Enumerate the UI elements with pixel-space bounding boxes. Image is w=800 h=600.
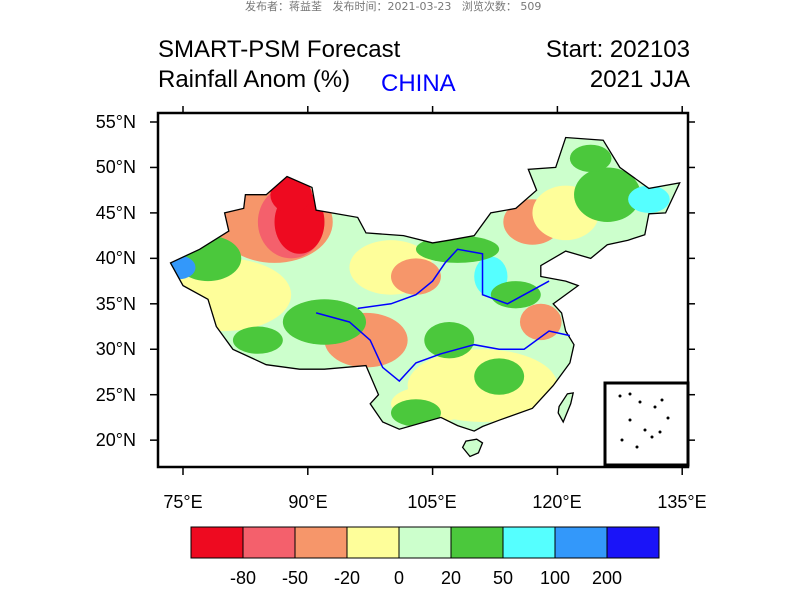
colorbar-box bbox=[294, 526, 348, 559]
china-border bbox=[169, 136, 681, 458]
colorbar-label: -20 bbox=[334, 568, 360, 588]
colorbar-label: 20 bbox=[441, 568, 461, 588]
island-dot bbox=[658, 430, 662, 434]
lon-tick-label: 90°E bbox=[288, 492, 327, 512]
river bbox=[315, 312, 571, 383]
island-dot bbox=[638, 400, 642, 404]
anomaly-region bbox=[424, 321, 475, 359]
anomaly-region bbox=[391, 258, 441, 295]
anomaly-region bbox=[628, 185, 670, 213]
anomaly-region bbox=[574, 167, 641, 222]
axis-ticks bbox=[150, 106, 695, 475]
inset-islands bbox=[618, 392, 670, 449]
colorbar-box bbox=[606, 526, 660, 559]
page-meta-text: 发布者：蒋益荃 发布时间：2021-03-23 浏览次数： 509 bbox=[245, 0, 542, 13]
colorbar bbox=[190, 526, 660, 559]
colorbar-label: -80 bbox=[230, 568, 256, 588]
map-frame bbox=[156, 111, 690, 469]
lat-tick-label: 40°N bbox=[96, 248, 136, 268]
colorbar-box bbox=[450, 526, 504, 559]
colorbar-box bbox=[190, 526, 244, 559]
anomaly-region bbox=[490, 281, 541, 309]
start-label: Start: 202103 bbox=[545, 36, 690, 63]
colorbar-box bbox=[502, 526, 556, 559]
anomaly-region bbox=[232, 326, 283, 354]
island-dot bbox=[628, 418, 632, 422]
lon-tick-label: 135°E bbox=[657, 492, 706, 512]
island-dot bbox=[635, 445, 639, 449]
colorbar-box bbox=[398, 526, 452, 559]
anomaly-region bbox=[569, 144, 612, 172]
lon-tick-label: 75°E bbox=[163, 492, 202, 512]
island-dot bbox=[643, 428, 647, 432]
colorbar-label: 200 bbox=[592, 568, 622, 588]
lat-tick-label: 45°N bbox=[96, 203, 136, 223]
anomaly-region bbox=[282, 299, 367, 345]
rivers bbox=[315, 248, 571, 383]
colorbar-label: -50 bbox=[282, 568, 308, 588]
lat-tick-label: 35°N bbox=[96, 294, 136, 314]
title-line-2: Rainfall Anom (%) bbox=[158, 66, 351, 93]
colorbar-box bbox=[346, 526, 400, 559]
lon-tick-label: 120°E bbox=[532, 492, 581, 512]
island-dot bbox=[650, 435, 654, 439]
island-dot bbox=[653, 405, 657, 409]
season-label: 2021 JJA bbox=[589, 66, 690, 93]
lat-tick-label: 20°N bbox=[96, 430, 136, 450]
colorbar-box bbox=[554, 526, 608, 559]
island-dot bbox=[628, 392, 632, 396]
anomaly-region bbox=[519, 303, 562, 341]
lat-tick-label: 50°N bbox=[96, 157, 136, 177]
south-china-sea-inset bbox=[603, 381, 690, 467]
anomaly-region bbox=[270, 176, 312, 213]
title-line-1: SMART-PSM Forecast bbox=[158, 36, 401, 63]
colorbar-label: 0 bbox=[394, 568, 404, 588]
lon-tick-label: 105°E bbox=[407, 492, 456, 512]
anomaly-region bbox=[391, 399, 441, 427]
region-label: CHINA bbox=[381, 70, 456, 97]
island-dot bbox=[618, 394, 622, 398]
river bbox=[357, 248, 550, 310]
colorbar-label: 50 bbox=[493, 568, 513, 588]
colorbar-box bbox=[242, 526, 296, 559]
colorbar-label: 100 bbox=[540, 568, 570, 588]
lat-tick-label: 55°N bbox=[96, 112, 136, 132]
island-dot bbox=[620, 438, 624, 442]
anomaly-region bbox=[474, 358, 525, 395]
island-dot bbox=[666, 416, 670, 420]
lat-tick-label: 30°N bbox=[96, 339, 136, 359]
island-dot bbox=[660, 398, 664, 402]
lat-tick-label: 25°N bbox=[96, 385, 136, 405]
